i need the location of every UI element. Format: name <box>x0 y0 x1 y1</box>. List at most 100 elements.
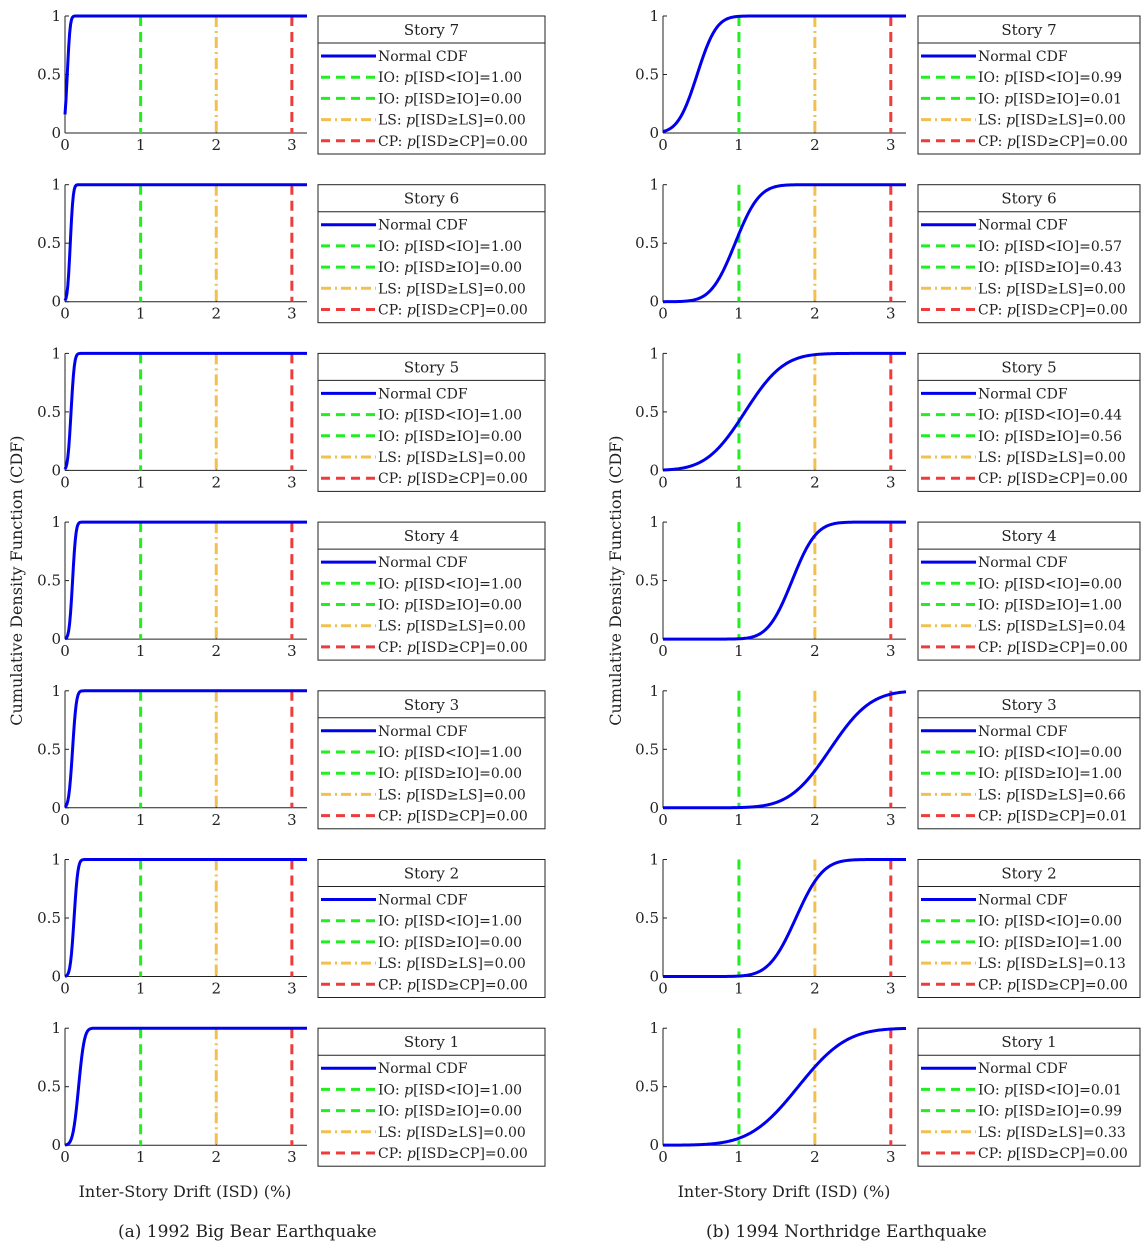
x-axis-title: Inter-Story Drift (ISD) (%) <box>79 1182 292 1201</box>
x-tick-label: 0 <box>60 473 70 491</box>
legend-title: Story 5 <box>404 358 459 376</box>
legend-text-part: p <box>1004 598 1013 614</box>
legend-entry-cdf: Normal CDF <box>378 1061 468 1077</box>
legend-text-part: Normal CDF <box>978 1061 1068 1077</box>
legend-entry-ls: LS: p[ISD≥LS]=0.00 <box>378 281 526 297</box>
y-tick-label: 1 <box>51 1019 61 1037</box>
legend-text-part: p <box>404 70 413 86</box>
x-tick-label: 2 <box>211 980 221 998</box>
legend-entry-cdf: Normal CDF <box>378 218 468 234</box>
legend-entry-io-lt: IO: p[ISD<IO]=1.00 <box>378 239 522 255</box>
legend-title: Story 5 <box>1001 358 1056 376</box>
y-tick-label: 1 <box>649 851 659 869</box>
legend-text-part: p <box>406 281 415 297</box>
x-tick-label: 1 <box>136 136 146 154</box>
legend-text-part: Normal CDF <box>978 724 1068 740</box>
legend-text-part: Normal CDF <box>978 49 1068 65</box>
x-tick-label: 1 <box>136 473 146 491</box>
y-tick-label: 0.5 <box>635 66 659 84</box>
legend-text-part: [ISD≥IO]=0.00 <box>413 91 522 107</box>
legend-text-part: [ISD≥IO]=0.00 <box>413 1104 522 1120</box>
legend-text-part: [ISD<IO]=1.00 <box>413 745 522 761</box>
x-tick-label: 1 <box>136 642 146 660</box>
legend-entry-io-lt: IO: p[ISD<IO]=0.00 <box>978 745 1122 761</box>
legend-entry-io-lt: IO: p[ISD<IO]=1.00 <box>378 745 522 761</box>
y-tick-label: 1 <box>51 851 61 869</box>
legend-text-part: CP: <box>978 303 1007 319</box>
legend-text-part: IO: <box>978 576 1004 592</box>
x-tick-label: 3 <box>287 811 297 829</box>
normal-cdf-curve <box>63 689 307 809</box>
normal-cdf-curve <box>64 1026 307 1147</box>
legend-text-part: Normal CDF <box>378 893 468 909</box>
legend-entry-cp: CP: p[ISD≥CP]=0.00 <box>978 303 1128 319</box>
legend-entry-cp: CP: p[ISD≥CP]=0.00 <box>378 640 528 656</box>
legend-entry-io-ge: IO: p[ISD≥IO]=0.01 <box>978 91 1122 107</box>
legend-text-part: IO: <box>378 576 404 592</box>
legend-text-part: p <box>407 977 416 993</box>
y-tick-label: 0 <box>51 1136 61 1154</box>
legend-text-part: p <box>404 576 413 592</box>
legend-text-part: CP: <box>378 977 407 993</box>
legend-text-part: CP: <box>378 809 407 825</box>
x-tick-label: 0 <box>658 642 668 660</box>
legend-title: Story 3 <box>1001 696 1056 714</box>
legend-text-part: [ISD≥LS]=0.00 <box>415 450 526 466</box>
legend-text-part: IO: <box>378 70 404 86</box>
normal-cdf-curve <box>662 351 906 472</box>
y-tick-label: 0 <box>51 293 61 311</box>
legend-text-part: [ISD≥LS]=0.00 <box>415 956 526 972</box>
x-tick-label: 1 <box>734 136 744 154</box>
legend-text-part: [ISD≥IO]=0.00 <box>413 598 522 614</box>
legend-text-part: p <box>1004 70 1013 86</box>
legend-box <box>317 521 546 661</box>
legend-box <box>317 859 546 998</box>
legend-text-part: p <box>1007 977 1016 993</box>
legend-text-part: p <box>1004 408 1013 424</box>
legend-entry-io-lt: IO: p[ISD<IO]=0.00 <box>978 914 1122 930</box>
legend-text-part: [ISD≥CP]=0.00 <box>1016 471 1128 487</box>
legend-text-part: LS: <box>978 1125 1006 1141</box>
legend-text-part: [ISD≥CP]=0.01 <box>1016 809 1128 825</box>
legend-text-part: p <box>407 640 416 656</box>
caption-right: (b) 1994 Northridge Earthquake <box>706 1222 987 1242</box>
legend-text-part: [ISD<IO]=0.57 <box>1013 239 1122 255</box>
y-tick-label: 1 <box>51 7 61 25</box>
y-axis-title: Cumulative Density Function (CDF) <box>7 435 26 725</box>
legend-text-part: LS: <box>378 1125 406 1141</box>
legend-text-part: IO: <box>378 598 404 614</box>
x-tick-label: 3 <box>886 811 896 829</box>
legend-text-part: [ISD≥LS]=0.04 <box>1015 619 1126 635</box>
legend-text-part: p <box>404 408 413 424</box>
legend-text-part: p <box>407 1146 416 1162</box>
legend-title: Story 3 <box>404 696 459 714</box>
legend-text-part: IO: <box>378 935 404 951</box>
legend-text-part: [ISD≥LS]=0.00 <box>415 1125 526 1141</box>
x-tick-label: 1 <box>136 811 146 829</box>
legend-text-part: [ISD≥CP]=0.00 <box>416 1146 528 1162</box>
legend-text-part: p <box>404 1082 413 1098</box>
x-tick-label: 0 <box>60 305 70 323</box>
legend-text-part: [ISD<IO]=0.44 <box>1013 408 1122 424</box>
legend-text-part: p <box>1004 914 1013 930</box>
legend-text-part: IO: <box>978 1082 1004 1098</box>
legend-text-part: IO: <box>378 260 404 276</box>
y-tick-label: 0.5 <box>37 234 61 252</box>
legend-text-part: p <box>1007 1146 1016 1162</box>
legend-text-part: p <box>407 134 416 150</box>
legend-entry-io-lt: IO: p[ISD<IO]=1.00 <box>378 70 522 86</box>
legend-box <box>317 352 546 492</box>
legend-text-part: IO: <box>378 745 404 761</box>
legend-box <box>917 690 1141 830</box>
x-tick-label: 1 <box>734 811 744 829</box>
